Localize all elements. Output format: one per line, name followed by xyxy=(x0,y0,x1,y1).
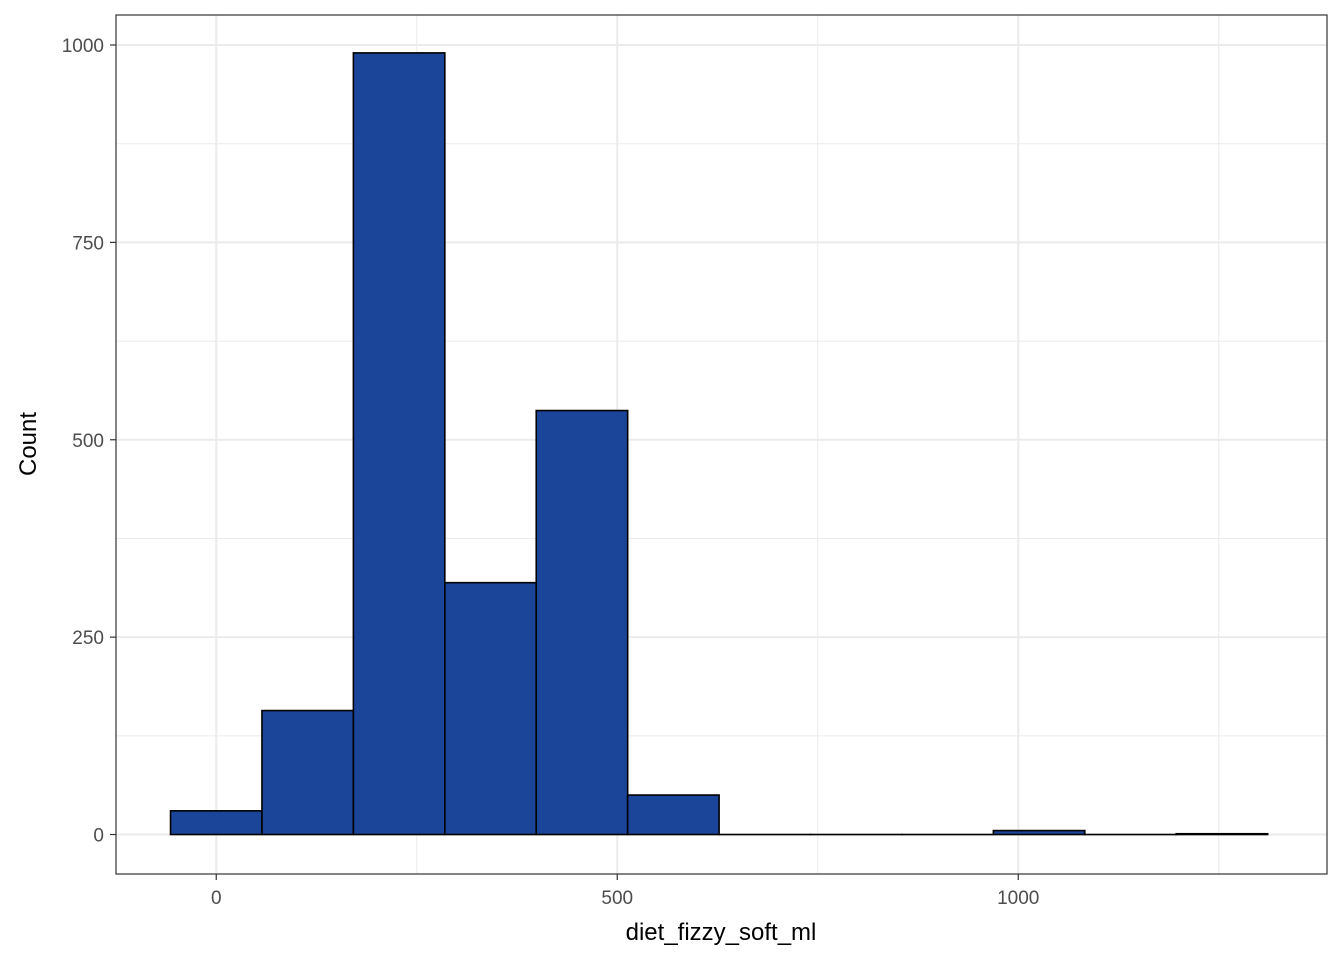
histogram-bar xyxy=(992,829,1086,836)
histogram-bar xyxy=(444,581,538,836)
y-tick-label: 250 xyxy=(72,628,104,649)
y-tick-label: 0 xyxy=(93,826,104,847)
histogram-bar xyxy=(169,810,263,836)
histogram-bar xyxy=(1175,832,1269,836)
y-axis-title: Count xyxy=(15,412,42,476)
y-tick-label: 750 xyxy=(72,233,104,254)
panel-border xyxy=(115,14,1328,875)
x-tick-label: 1000 xyxy=(997,888,1039,909)
histogram-bars xyxy=(169,52,1269,836)
x-tick-label: 0 xyxy=(211,888,222,909)
x-axis: 0 500 1000 xyxy=(211,874,1039,909)
y-tick-label: 500 xyxy=(72,431,104,452)
histogram-bar xyxy=(261,709,355,836)
y-axis: 0 250 500 750 1000 xyxy=(62,36,116,847)
x-axis-title: diet_fizzy_soft_ml xyxy=(626,919,817,946)
x-tick-label: 500 xyxy=(601,888,633,909)
y-tick-label: 1000 xyxy=(62,36,104,57)
histogram-bar xyxy=(626,794,720,836)
histogram-bar xyxy=(535,409,629,836)
histogram-bar xyxy=(352,52,446,836)
